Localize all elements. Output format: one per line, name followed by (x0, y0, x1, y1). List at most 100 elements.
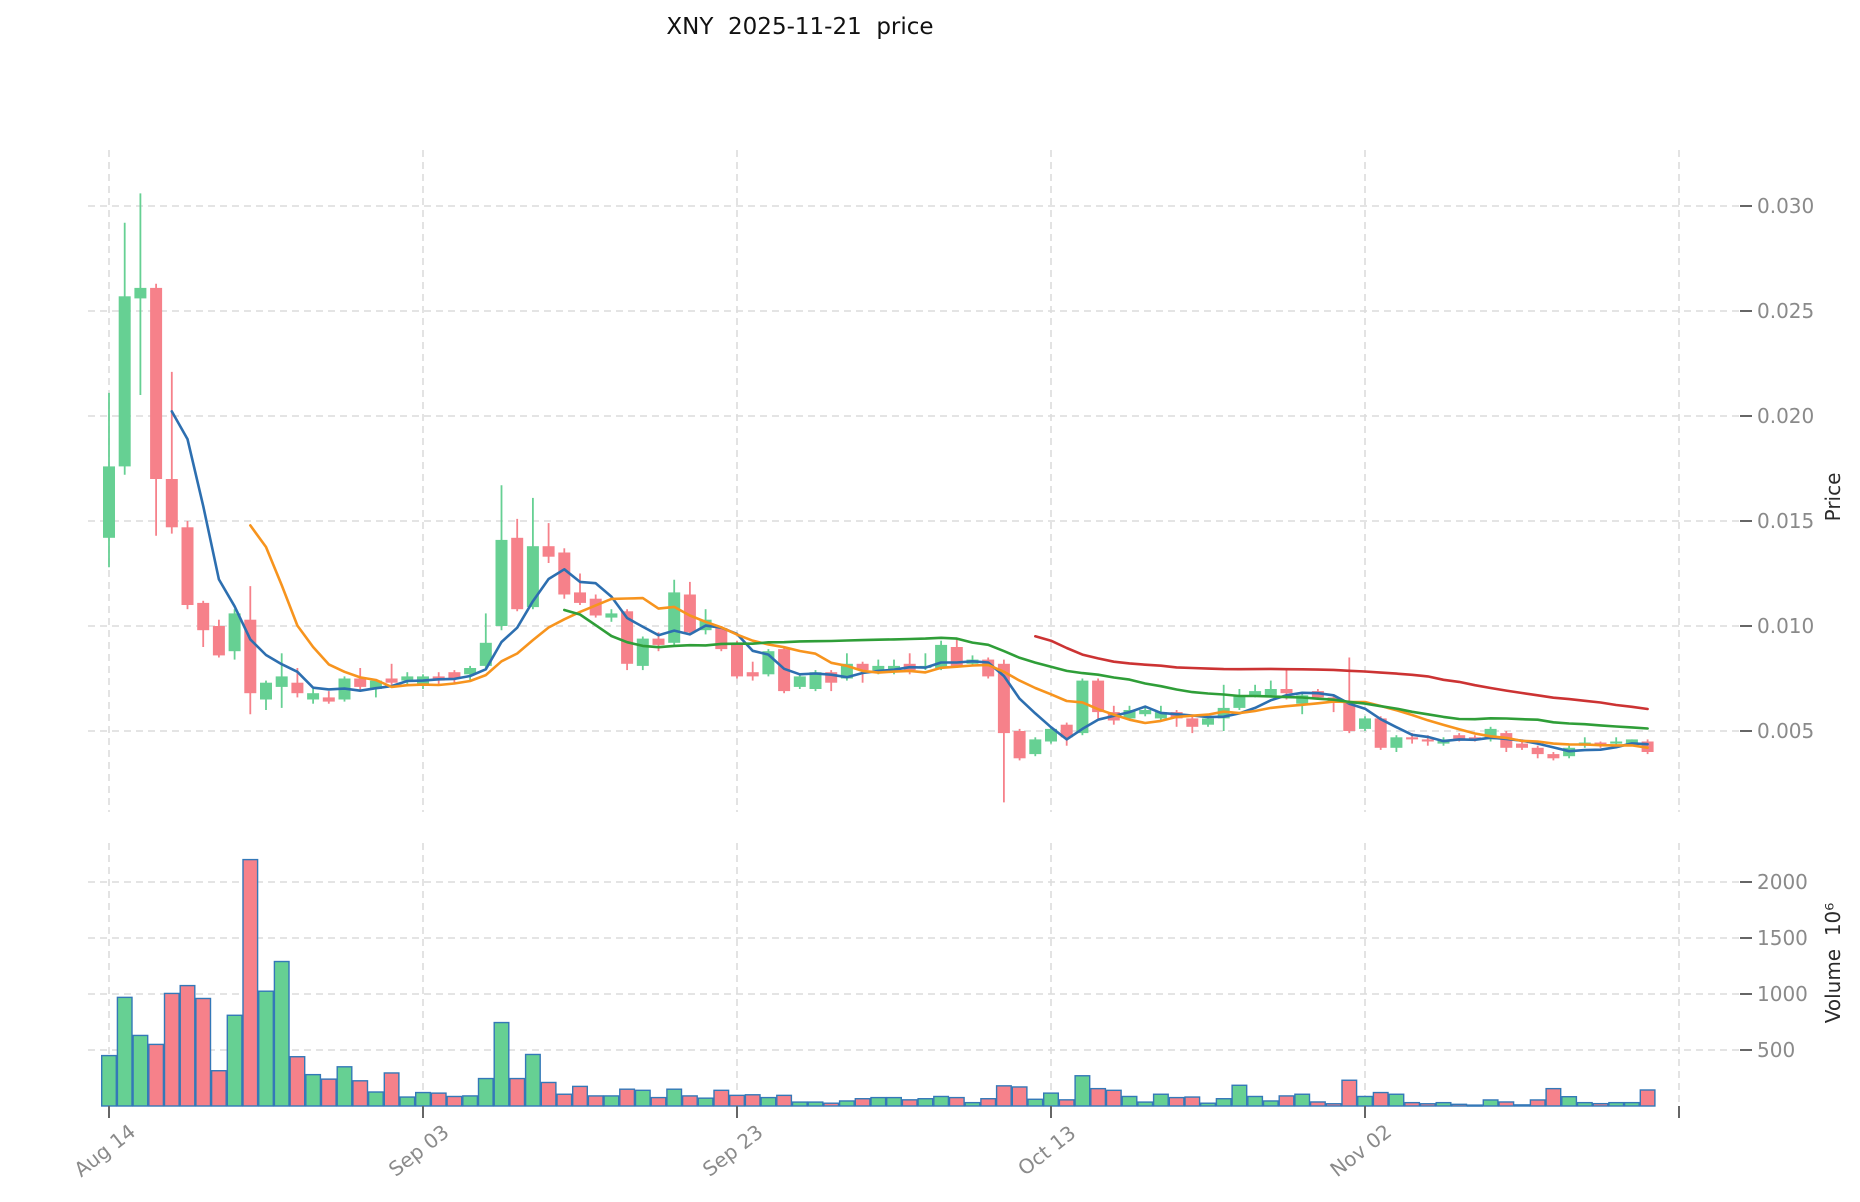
volume-bar (367, 1091, 384, 1107)
candle-body (464, 668, 477, 675)
volume-bar (1168, 1096, 1185, 1107)
candle-body (731, 642, 743, 677)
candle-body (479, 642, 492, 666)
volume-bar (1545, 1087, 1562, 1107)
price-tick-label: 0.020 (1757, 404, 1814, 428)
candle-body (574, 592, 586, 603)
candle-body (181, 527, 194, 605)
candle-body (809, 672, 822, 689)
volume-bar (1042, 1092, 1059, 1107)
volume-bar (289, 1056, 306, 1107)
volume-bar (1325, 1103, 1342, 1107)
volume-bar (477, 1077, 494, 1107)
volume-bar (430, 1092, 447, 1107)
plot-layers: 0.005 0.010 0.015 0.020 0.025 0.030 500 1000 150… (69, 150, 1814, 1182)
candle-body (322, 697, 335, 702)
price-tick-label: 0.015 (1757, 509, 1814, 533)
volume-bar (1011, 1086, 1028, 1107)
volume-bar (729, 1094, 746, 1107)
ma60-line (1034, 634, 1649, 711)
volume-bar (210, 1070, 227, 1107)
candle-body (1610, 741, 1623, 744)
volume-bar (1372, 1091, 1389, 1107)
volume-bar (100, 1054, 117, 1107)
volume-bar (1262, 1100, 1279, 1107)
candle-body (307, 693, 320, 700)
volume-bar (1576, 1101, 1593, 1107)
volume-bar (540, 1081, 557, 1107)
date-tick-label: Nov 02 (1325, 1119, 1396, 1182)
candle-body (1468, 737, 1481, 740)
candle-body (260, 682, 272, 700)
candle-body (1374, 718, 1387, 748)
candle-body (1264, 689, 1277, 696)
date-tick-label: Aug 14 (69, 1119, 140, 1182)
candle-body (244, 619, 257, 694)
volume-bar (838, 1100, 855, 1107)
volume-bar (305, 1073, 322, 1107)
candle-body (715, 628, 728, 650)
candles-layer (103, 193, 1654, 803)
volume-bar (336, 1066, 353, 1107)
candle-body (1249, 691, 1262, 696)
volume-bar (995, 1085, 1012, 1107)
candle-body (1186, 718, 1199, 727)
volume-bar (713, 1089, 730, 1107)
candle-body (511, 537, 524, 610)
volume-bar (823, 1102, 840, 1107)
volume-bar (1090, 1087, 1107, 1107)
volume-tick-label: 500 (1757, 1038, 1795, 1062)
axis-ticks-layer: 0.005 0.010 0.015 0.020 0.025 0.030 500 1000 150… (69, 194, 1814, 1182)
volume-bar (1137, 1101, 1154, 1107)
volume-bar (1608, 1101, 1625, 1107)
candle-body (1406, 737, 1419, 740)
price-tick-label: 0.030 (1757, 194, 1814, 218)
date-tick-label: Sep 03 (384, 1120, 454, 1182)
candle-body (825, 672, 838, 683)
price-tick-label: 0.005 (1757, 719, 1814, 743)
volume-bar (1027, 1098, 1044, 1107)
candle-body (1217, 707, 1230, 719)
candle-body (793, 676, 806, 687)
candle-body (558, 552, 571, 595)
volume-bar (1074, 1075, 1091, 1107)
volume-bar (776, 1094, 793, 1107)
candle-body (1029, 739, 1042, 755)
candle-body (103, 466, 115, 538)
volume-bar (1513, 1104, 1530, 1107)
volume-bar (1419, 1103, 1436, 1107)
volume-bar (1498, 1101, 1515, 1107)
volume-bar (1529, 1099, 1546, 1107)
ma10-line (249, 524, 1649, 750)
volume-bar (886, 1096, 903, 1107)
volume-bar (320, 1078, 337, 1107)
volume-bar (1356, 1095, 1373, 1107)
volume-tick-label: 1500 (1757, 926, 1808, 950)
volume-bar (242, 858, 259, 1107)
volume-bar (901, 1099, 918, 1107)
volume-bar (634, 1089, 651, 1107)
volume-bar (980, 1098, 997, 1107)
candle-body (683, 594, 696, 633)
candle-body (448, 672, 461, 679)
candle-body (1421, 739, 1434, 742)
price-tick-label: 0.025 (1757, 299, 1814, 323)
volume-tick-label: 1000 (1757, 982, 1808, 1006)
candle-body (212, 626, 225, 656)
candle-body (542, 546, 555, 557)
candle-body (1123, 710, 1136, 719)
volume-bar (352, 1080, 369, 1107)
volume-bar (1466, 1104, 1483, 1107)
volume-axis-label: Volume 10⁶ (1821, 903, 1845, 1024)
volume-bar (619, 1088, 636, 1107)
volume-bar (854, 1098, 871, 1107)
volume-bar (1309, 1101, 1326, 1107)
candle-body (291, 682, 304, 694)
date-tick-label: Oct 13 (1013, 1121, 1080, 1181)
candle-body (165, 479, 178, 528)
volume-bar (1199, 1102, 1216, 1107)
volume-bar (917, 1098, 934, 1107)
price-tick-label: 0.010 (1757, 614, 1814, 638)
ma30-line (562, 608, 1649, 730)
